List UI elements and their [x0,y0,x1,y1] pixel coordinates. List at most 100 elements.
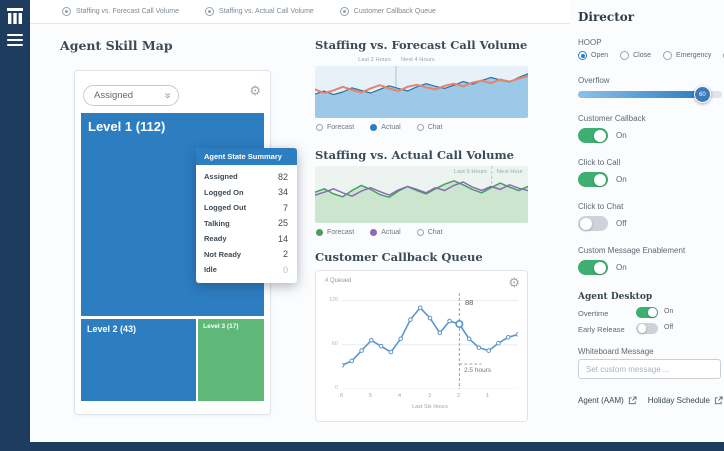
hoop-label: HOOP [578,38,602,47]
tooltip-row: Talking 25 [204,218,288,229]
topbar-item-forecast[interactable]: Staffing vs. Forecast Call Volume [62,7,179,16]
y-tick: 60 [331,341,338,347]
radio-icon [620,51,630,60]
overflow-label: Overflow [578,76,610,85]
callback-y-axis-label: # Queued [325,278,352,284]
gear-icon[interactable]: ⚙ [508,275,520,290]
bottom-bar [0,442,724,451]
toggle-state: On [616,263,627,272]
toggle-knob [594,129,606,142]
toggle-knob [594,173,606,186]
toggle-state: On [616,175,627,184]
forecast-chart-title: Staffing vs. Forecast Call Volume [315,38,528,52]
columns-logo-icon[interactable] [6,8,24,29]
click-to-call-toggle[interactable] [578,172,608,187]
nav-rail [0,0,30,451]
custom-message-enablement-toggle[interactable] [578,260,608,275]
actual-range-labels: Last 5 Hours Next Hour [315,169,528,177]
toggle-knob [594,261,606,274]
callback-x-axis-label: Last Six Hours [412,404,448,410]
range-label-future: Next 4 Hours [400,57,435,63]
topbar-item-label: Staffing vs. Forecast Call Volume [76,8,179,15]
legend-label: Actual [381,229,401,236]
y-tick: 120 [328,297,338,303]
gear-icon[interactable]: ⚙ [249,83,261,98]
link-label: Agent (AAM) [578,396,624,405]
radio-icon [578,51,587,60]
legend-label: Forecast [327,229,355,236]
target-icon [204,7,214,16]
x-tick: 3 [428,393,432,399]
x-tick: 6 [340,393,344,399]
click-to-chat-toggle[interactable] [578,216,608,231]
legend-label: Chat [427,124,443,131]
filter-label: Assigned [94,90,134,101]
actual-chart-title: Staffing vs. Actual Call Volume [315,148,514,162]
treemap-level-2-label: Level 2 (43) [87,323,137,334]
early-release-toggle[interactable] [636,323,658,334]
toggle-state: Off [616,219,627,228]
legend-label: Chat [427,229,443,236]
tooltip-row: Assigned 82 [204,171,288,182]
topbar-item-label: Customer Callback Queue [353,8,436,15]
legend-dot-icon [316,124,323,131]
agent-state-tooltip: Agent State Summary Assigned 82 Logged On… [196,148,297,283]
legend-item-chat[interactable]: Chat [416,124,443,131]
slider-fill [578,91,702,98]
toggle-knob [580,217,592,230]
legend-item-forecast[interactable]: Forecast [316,229,354,236]
whiteboard-message-input[interactable] [578,359,721,379]
agent-aam-link[interactable]: Agent (AAM) [578,396,637,405]
treemap-level-3-label: Level 3 (17) [203,322,239,330]
topbar-item-callback[interactable]: Customer Callback Queue [339,7,436,16]
skill-filter-dropdown[interactable]: Assigned » [83,85,179,106]
x-tick: 1 [486,393,490,399]
target-icon [62,7,71,16]
director-title: Director [578,10,635,24]
director-links: Agent (AAM) Holiday Schedule [578,396,723,405]
topbar-item-actual[interactable]: Staffing vs. Actual Call Volume [204,7,314,16]
highlight-time-label: 2.5 hours [464,367,492,374]
holiday-schedule-link[interactable]: Holiday Schedule [648,396,723,405]
treemap-level-3[interactable]: Level 3 (17) [198,318,264,401]
x-tick: 2 [457,393,461,399]
treemap-level-2[interactable]: Level 2 (43) [81,318,197,401]
legend-dot-icon [416,124,424,131]
tooltip-row: Logged On 34 [204,187,288,198]
menu-icon[interactable] [7,34,23,49]
x-tick: 4 [398,393,402,399]
treemap-level-1-label: Level 1 (112) [88,119,166,134]
range-label-past: Last 2 Hours [358,57,391,63]
customer-callback-toggle[interactable] [578,128,608,143]
tooltip-title: Agent State Summary [196,148,297,165]
legend-item-actual[interactable]: Actual [370,124,401,131]
legend-item-actual[interactable]: Actual [370,229,401,236]
skill-treemap: Level 1 (112) Level 2 (43) Level 3 (17) [81,113,264,401]
hoop-option-open[interactable]: Open [578,51,608,60]
callback-chart [342,293,518,389]
range-label-past: Last 5 Hours [453,169,487,175]
hoop-option-close[interactable]: Close [620,51,651,60]
click-to-chat-label: Click to Chat [578,202,624,211]
forecast-legend: Forecast Actual Chat [316,124,443,131]
topbar-item-label: Staffing vs. Actual Call Volume [218,8,314,15]
overflow-slider[interactable]: 60 [578,86,722,103]
y-tick: 0 [334,385,338,391]
legend-dot-icon [370,124,378,131]
customer-callback-label: Customer Callback [578,114,646,123]
callback-card: # Queued ⚙ 120 60 0 6 5 4 3 2 1 Last Six… [315,270,528,422]
hoop-radio-group: Open Close Emergency [578,51,724,60]
overflow-slider-thumb[interactable]: 60 [693,86,711,103]
hoop-option-emergency[interactable]: Emergency [663,51,711,60]
overtime-label: Overtime [578,309,609,318]
skill-map-title: Agent Skill Map [60,38,173,53]
legend-item-forecast[interactable]: Forecast [316,124,354,131]
actual-chart [315,166,528,223]
x-tick: 5 [369,393,373,399]
target-icon [339,7,349,16]
toggle-state: On [664,308,674,315]
tooltip-body: Assigned 82 Logged On 34 Logged Out 7 Talki… [196,165,297,283]
legend-item-chat[interactable]: Chat [416,229,443,236]
overtime-toggle[interactable] [636,307,658,318]
